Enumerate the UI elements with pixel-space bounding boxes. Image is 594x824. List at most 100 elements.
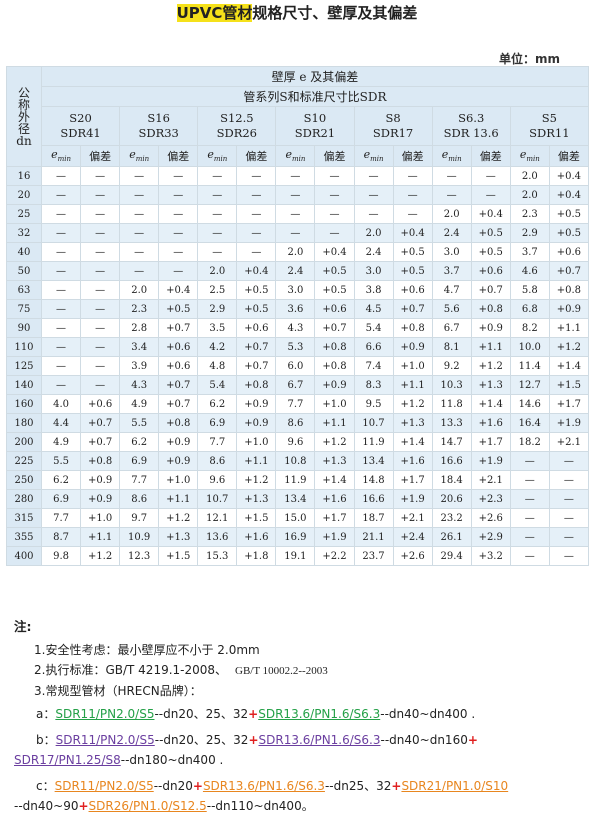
deviation-cell: +1.6 (392, 451, 433, 471)
dn-cell: 110 (6, 337, 42, 357)
deviation-cell: +1.6 (236, 527, 277, 547)
emin-cell: 3.8 (353, 280, 394, 300)
deviation-cell: +0.9 (236, 413, 277, 433)
deviation-cell: +0.4 (314, 242, 355, 262)
deviation-cell: — (470, 166, 511, 186)
deviation-cell: +0.8 (314, 356, 355, 376)
series-s: S10 (303, 111, 327, 125)
plus-sign: + (467, 733, 478, 747)
emin-cell: — (40, 204, 82, 224)
range-text: --dn20、25、32 (154, 733, 249, 747)
emin-cell: — (40, 299, 82, 319)
table-header: 公 称 外 径 dn 壁厚 e 及其偏差 管系列S和标准尺寸比SDR S20 SD… (6, 66, 589, 167)
dn-cell: 160 (6, 394, 42, 414)
deviation-cell: — (80, 223, 121, 243)
deviation-cell: +1.1 (392, 375, 433, 395)
deviation-cell: +0.6 (314, 299, 355, 319)
plus-sign: + (391, 779, 402, 793)
deviation-cell: +0.6 (470, 261, 511, 281)
range-text: --dn40~dn400 . (380, 707, 476, 721)
deviation-cell: +1.5 (236, 508, 277, 528)
deviation-header: 偏差 (236, 145, 277, 167)
emin-cell: 7.7 (275, 394, 316, 414)
emin-cell: 9.7 (119, 508, 160, 528)
emin-subscript: min (213, 155, 228, 164)
deviation-cell: — (80, 242, 121, 262)
emin-cell: 9.2 (431, 356, 472, 376)
option-prefix: b： (36, 733, 56, 747)
series-s: S16 (147, 111, 170, 125)
spec-link: SDR21/PN1.0/S10 (401, 779, 509, 793)
deviation-cell: — (80, 185, 121, 205)
emin-cell: 6.0 (275, 356, 316, 376)
deviation-cell: +0.4 (158, 280, 199, 300)
deviation-cell: +1.1 (314, 413, 355, 433)
deviation-cell: +2.6 (470, 508, 511, 528)
emin-cell: 18.2 (509, 432, 550, 452)
emin-cell: 4.9 (40, 432, 82, 452)
emin-symbol: e (285, 148, 292, 162)
emin-cell: 13.4 (275, 489, 316, 509)
emin-cell: 4.8 (197, 356, 238, 376)
deviation-cell: — (236, 242, 277, 262)
deviation-cell: +0.7 (158, 394, 199, 414)
deviation-cell: — (158, 204, 199, 224)
emin-cell: 16.4 (509, 413, 550, 433)
spec-link: SDR11/PN2.0/S5 (55, 707, 155, 721)
dn-cell: 75 (6, 299, 42, 319)
series-sdr: SDR21 (294, 126, 336, 140)
deviation-cell: — (158, 223, 199, 243)
emin-cell: 14.6 (509, 394, 550, 414)
emin-cell: 16.6 (431, 451, 472, 471)
emin-cell: 6.9 (40, 489, 82, 509)
notes-section: 注: 1.安全性考虑：最小壁厚应不小于 2.0mm 2.执行标准：GB/T 42… (14, 617, 584, 816)
series-header-cell: S20 SDR41 (40, 106, 121, 146)
dn-cell: 40 (6, 242, 42, 262)
note-standard-2: GB/T 10002.2--2003 (235, 665, 328, 677)
emin-cell: — (119, 204, 160, 224)
deviation-cell: +1.1 (158, 489, 199, 509)
deviation-cell: +0.6 (548, 242, 589, 262)
table-row: 160 4.0 +0.6 4.9 +0.7 6.2 +0.9 7.7 +1.0 9.5 +1.2 11… (6, 394, 589, 414)
emin-cell: — (119, 261, 160, 281)
emin-cell: 3.7 (431, 261, 472, 281)
emin-cell: 10.0 (509, 337, 550, 357)
deviation-cell: +0.9 (470, 318, 511, 338)
emin-cell: — (509, 546, 550, 566)
dn-cell: 280 (6, 489, 42, 509)
deviation-cell: +2.6 (392, 546, 433, 566)
emin-cell: 4.5 (353, 299, 394, 319)
emin-cell: 19.1 (275, 546, 316, 566)
deviation-cell: +1.6 (314, 489, 355, 509)
plus-sign: + (78, 799, 89, 813)
emin-cell: 2.3 (509, 204, 550, 224)
deviation-cell: +1.0 (158, 470, 199, 490)
deviation-cell: +0.4 (392, 223, 433, 243)
plus-sign: + (192, 779, 203, 793)
emin-cell: 10.8 (275, 451, 316, 471)
deviation-cell: +1.3 (470, 375, 511, 395)
deviation-cell: +1.1 (236, 451, 277, 471)
wall-thickness-header: 壁厚 e 及其偏差 (41, 66, 589, 87)
emin-header: emin (40, 145, 82, 167)
emin-cell: — (275, 185, 316, 205)
emin-cell: 12.3 (119, 546, 160, 566)
emin-cell: 2.5 (197, 280, 238, 300)
dn-header-char: 径 (17, 121, 30, 136)
deviation-cell: — (236, 166, 277, 186)
emin-cell: — (509, 489, 550, 509)
series-sdr: SDR11 (529, 126, 570, 140)
series-header-cell: S6.3 SDR 13.6 (431, 106, 511, 146)
deviation-cell: — (314, 223, 355, 243)
emin-cell: 5.4 (197, 375, 238, 395)
option-prefix: a： (36, 707, 56, 721)
note-option-b: b：SDR11/PN2.0/S5--dn20、25、32+SDR13.6/PN1… (14, 730, 584, 750)
deviation-cell: +2.3 (470, 489, 511, 509)
deviation-cell: +0.6 (392, 280, 433, 300)
table-row: 20— — — — — — — — — — — —2.0 +0.4 (6, 185, 589, 205)
emin-cell: 23.2 (431, 508, 472, 528)
deviation-cell: +1.7 (548, 394, 589, 414)
emin-cell: 2.9 (509, 223, 550, 243)
table-row: 50— — — —2.0 +0.4 2.4 +0.5 3.0 +0.5 3.7 +0.6 4.6 +0.… (6, 261, 589, 281)
deviation-cell: +0.7 (80, 413, 121, 433)
